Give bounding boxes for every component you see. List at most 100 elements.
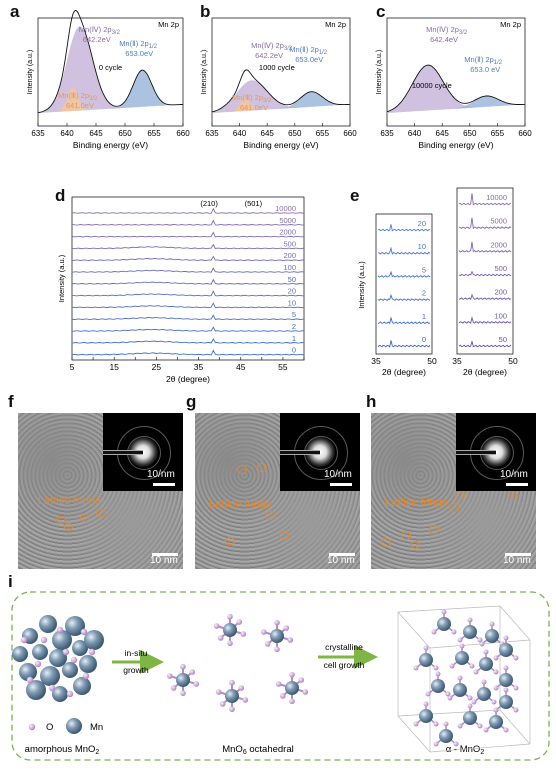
saed-scale-label-g: 10/nm xyxy=(324,469,352,480)
step2-label-a: crystalline xyxy=(325,642,363,652)
xrd-zoom-curve xyxy=(458,270,512,277)
o-atom xyxy=(493,655,499,661)
x-tick-label: 650 xyxy=(463,129,477,138)
o-atom xyxy=(457,723,463,729)
o-atom xyxy=(483,727,489,733)
amorphous-cluster xyxy=(12,615,104,702)
cycle-label: 10000 cycle xyxy=(412,81,452,90)
mn2-peak xyxy=(212,91,350,113)
o-atom xyxy=(66,690,74,698)
o-atom xyxy=(193,681,200,687)
xrd-curve xyxy=(71,278,305,285)
xrd-curve-label: 2 xyxy=(292,322,296,331)
tem-image-f: 10/nm Lattice fringe 10 nm xyxy=(18,413,183,569)
axes-frame xyxy=(375,213,433,355)
xrd-curve-label: 5 xyxy=(292,310,296,319)
xrd-curve-label: 10 xyxy=(288,298,296,307)
tem-scale-label-h: 10 nm xyxy=(503,555,531,566)
o-atom xyxy=(215,689,222,695)
o-atom xyxy=(227,640,233,647)
cell-edge xyxy=(499,709,531,745)
panel-label-d: d xyxy=(55,186,66,205)
mn-atom xyxy=(455,651,469,665)
xrd-curve-label: 2000 xyxy=(279,228,296,237)
alpha-mno2-cell xyxy=(397,605,531,753)
o-atom xyxy=(227,613,233,620)
o-atom xyxy=(491,699,497,705)
o-atom xyxy=(441,609,447,615)
amorphous-label: amorphous MnO2 xyxy=(25,744,100,756)
mn-atom xyxy=(463,711,477,725)
o-atom xyxy=(56,626,64,634)
x-tick-label: 660 xyxy=(518,129,532,138)
o-atom xyxy=(213,623,220,629)
x-tick-label: 635 xyxy=(380,129,394,138)
o-atom xyxy=(260,629,267,635)
o-atom xyxy=(483,649,489,655)
o-atom xyxy=(445,691,451,697)
peak-label-210: (210) xyxy=(200,199,218,208)
mn3-label: Mn(Ⅲ) 2p3/2 xyxy=(232,93,272,104)
o-atom xyxy=(453,741,459,747)
panel-label-g: g xyxy=(186,392,197,411)
panel-label-f: f xyxy=(8,392,14,411)
o-atom xyxy=(471,699,477,705)
o-atom xyxy=(467,695,473,701)
mn2-label: Mn(Ⅱ) 2p1/2 xyxy=(289,45,328,56)
x-tick-label: 55 xyxy=(278,362,288,372)
step1-label-a: in-situ xyxy=(125,648,148,658)
mn-atom xyxy=(49,649,67,667)
xrd-zoom-curve-label: 5000 xyxy=(490,217,507,226)
o-atom xyxy=(26,676,34,684)
o-atom xyxy=(493,669,499,675)
o-atom xyxy=(242,697,249,703)
x-tick-label: 650 xyxy=(118,129,132,138)
saed-scale-bar-f xyxy=(153,483,175,486)
o-atom xyxy=(236,619,243,625)
o-atom xyxy=(180,663,186,670)
xrd-zoom-curve-label: 2 xyxy=(422,289,426,298)
x-tick-label: 640 xyxy=(60,129,74,138)
xrd-zoom-curve-label: 500 xyxy=(494,264,507,273)
o-atom xyxy=(70,656,78,664)
mn3-peak xyxy=(38,87,183,113)
panel-label-b: b xyxy=(200,2,211,21)
o-atom xyxy=(451,629,457,635)
cell-edge xyxy=(397,611,431,649)
xrd-zoom-curve xyxy=(377,340,431,348)
mn3-value: 641.0eV xyxy=(66,101,94,110)
octahedron xyxy=(166,663,200,697)
x-tick-label: 35 xyxy=(194,362,204,372)
x-axis-label: Binding energy (eV) xyxy=(418,140,493,150)
xrd-curve-label: 500 xyxy=(283,239,296,248)
o-atom xyxy=(217,635,224,641)
octahedron xyxy=(260,619,294,653)
mn4-value: 642.2eV xyxy=(255,51,283,60)
xrd-zoom-curve xyxy=(458,341,512,348)
o-atom xyxy=(20,636,28,644)
o-atom xyxy=(34,660,42,668)
xrd-curve xyxy=(71,302,305,309)
o-atom xyxy=(433,721,439,727)
cycle-label: 0 cycle xyxy=(99,63,122,72)
o-atom xyxy=(503,687,509,693)
xps-plot-c: 635 640 645 650 655 660 Binding energy (eV) Int… xyxy=(376,17,532,150)
xrd-axes-frame xyxy=(71,196,305,361)
o-atom xyxy=(513,707,519,713)
o-atom xyxy=(467,617,473,623)
xrd-zoom-curve-label: 200 xyxy=(494,288,507,297)
o-atom xyxy=(274,619,280,626)
o-atom xyxy=(503,665,509,671)
o-atom xyxy=(62,648,70,656)
x-tick-label: 650 xyxy=(288,129,302,138)
y-axis-label: Intensity (a.u.) xyxy=(57,254,66,302)
axes-frame xyxy=(456,187,514,355)
tem-scale-label-f: 10 nm xyxy=(150,555,178,566)
xps-plot-b: 635 640 645 650 655 660 Binding energy (eV) Int… xyxy=(201,17,357,150)
xrd-zoom-curve-label: 10 xyxy=(418,242,426,251)
o-atom xyxy=(170,685,177,691)
mn2-peak xyxy=(38,70,183,113)
xrd-curve xyxy=(71,267,305,273)
